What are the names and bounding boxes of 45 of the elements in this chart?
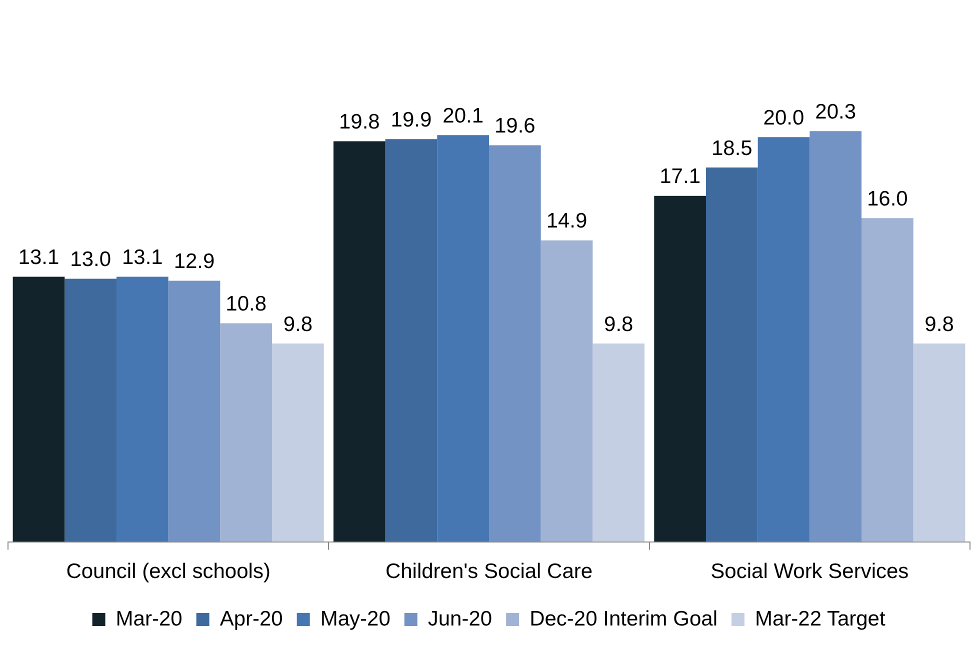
data-label: 13.1 — [122, 246, 163, 270]
bar — [540, 240, 593, 542]
data-label: 10.8 — [226, 292, 267, 316]
x-tick-label: Council (excl schools) — [66, 560, 270, 584]
legend-label: Apr-20 — [220, 607, 283, 630]
data-label: 13.1 — [18, 246, 60, 270]
bar — [654, 196, 706, 542]
x-tick-label: Social Work Services — [710, 560, 909, 584]
bar — [706, 168, 758, 542]
legend-label: May-20 — [320, 607, 390, 630]
data-label: 18.5 — [711, 136, 752, 160]
data-label: 19.6 — [494, 114, 536, 138]
data-label: 9.8 — [604, 312, 634, 336]
bar — [220, 323, 272, 542]
bar — [333, 141, 386, 542]
bar — [385, 139, 438, 542]
data-label: 12.9 — [174, 250, 215, 274]
legend-label: Jun-20 — [428, 607, 492, 630]
data-label: 16.0 — [866, 187, 908, 210]
bar — [592, 344, 645, 542]
data-label: 17.1 — [660, 165, 700, 188]
bar — [168, 280, 220, 542]
data-label: 20.1 — [442, 104, 484, 128]
data-label: 9.8 — [283, 312, 313, 336]
bar — [272, 344, 324, 542]
legend-label: Mar-22 Target — [754, 607, 886, 630]
bar — [862, 218, 914, 542]
bar — [64, 278, 116, 542]
data-label: 19.8 — [338, 110, 380, 134]
bar — [810, 131, 862, 542]
legend-label: Mar-20 — [116, 607, 182, 630]
bar — [913, 344, 966, 542]
data-label: 14.9 — [546, 210, 588, 233]
data-label: 19.9 — [390, 108, 432, 132]
data-label: 20.0 — [763, 106, 804, 130]
x-tick-label: Children's Social Care — [385, 560, 593, 584]
data-label: 13.0 — [70, 248, 112, 272]
bar — [437, 135, 489, 542]
bar — [12, 276, 65, 542]
data-label: 9.8 — [924, 312, 954, 336]
legend-label: Dec-20 Interim Goal — [530, 607, 718, 630]
bar — [116, 276, 168, 542]
bar — [758, 137, 810, 542]
data-label: 20.3 — [815, 100, 856, 124]
bar — [489, 145, 541, 542]
